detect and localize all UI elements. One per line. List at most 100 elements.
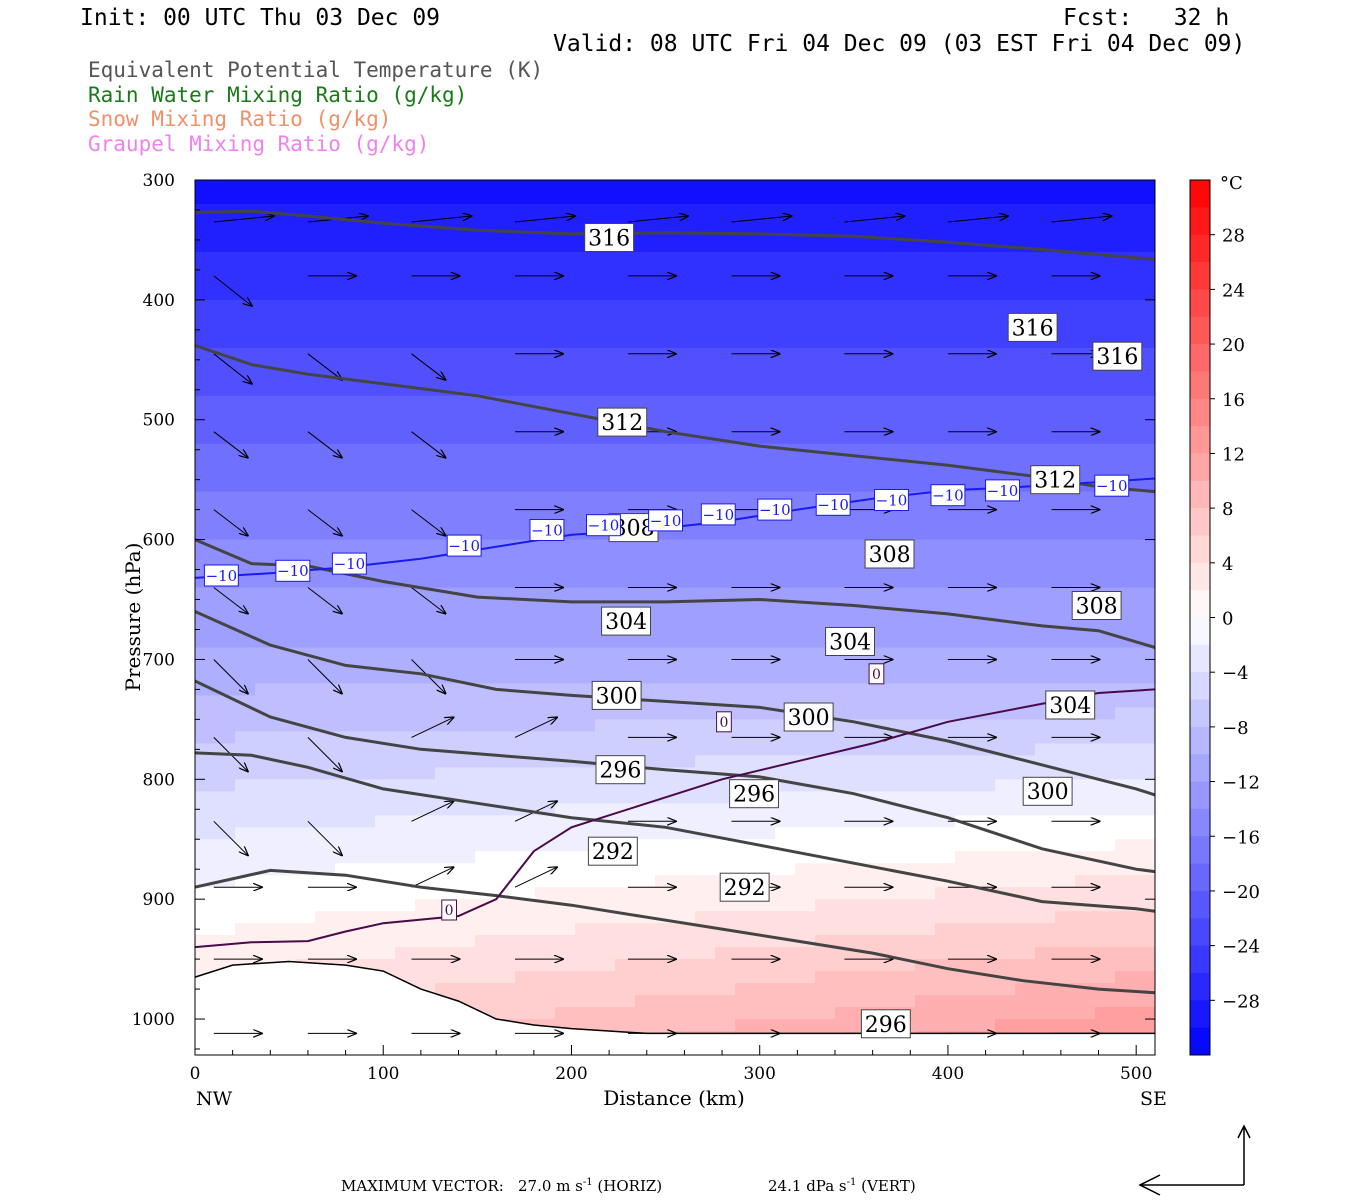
temp-cell (1135, 1007, 1155, 1020)
isotherm-label: −10 (932, 487, 964, 505)
temp-cell (755, 335, 776, 349)
temp-cell (355, 743, 376, 756)
temp-cell (255, 599, 276, 613)
temp-cell (655, 335, 676, 349)
temp-cell (1015, 623, 1036, 637)
temp-cell (915, 551, 936, 565)
temp-cell (635, 791, 656, 804)
temp-cell (255, 827, 276, 840)
temp-cell (1135, 551, 1155, 565)
temp-cell (715, 743, 736, 756)
temp-cell (1055, 275, 1076, 289)
temp-cell (595, 383, 616, 397)
temp-cell (915, 695, 936, 708)
temp-cell (775, 180, 796, 193)
temp-cell (675, 755, 696, 768)
temp-cell (515, 959, 536, 972)
temp-cell (415, 204, 436, 217)
temp-cell (515, 455, 536, 469)
temp-cell (415, 527, 436, 541)
temp-cell (1075, 827, 1096, 840)
temp-cell (535, 995, 556, 1008)
temp-cell (495, 575, 516, 589)
temp-cell (1015, 227, 1036, 241)
temp-cell (915, 347, 936, 361)
temp-cell (435, 839, 456, 852)
temp-cell (435, 479, 456, 493)
temp-cell (975, 995, 996, 1008)
temp-cell (555, 455, 576, 469)
x-tick-label: 200 (555, 1064, 587, 1084)
temp-cell (455, 204, 476, 217)
temp-cell (355, 887, 376, 900)
temp-cell (455, 971, 476, 984)
temp-cell (995, 371, 1016, 385)
temp-cell (1015, 563, 1036, 577)
temp-cell (955, 263, 976, 277)
temp-cell (1135, 587, 1155, 601)
temp-cell (355, 407, 376, 421)
temp-cell (455, 683, 476, 696)
temp-cell (1095, 311, 1116, 325)
temp-cell (895, 216, 916, 229)
temp-cell (455, 923, 476, 936)
temp-cell (795, 899, 816, 912)
temp-cell (1135, 491, 1155, 505)
temp-cell (675, 1007, 696, 1020)
temp-cell (1035, 263, 1056, 277)
temp-cell (455, 935, 476, 948)
temp-cell (715, 599, 736, 613)
temp-cell (835, 275, 856, 289)
temp-cell (1075, 335, 1096, 349)
temp-cell (875, 527, 896, 541)
temp-cell (855, 371, 876, 385)
temp-cell (495, 467, 516, 481)
temp-cell (915, 419, 936, 433)
temp-cell (595, 743, 616, 756)
temp-cell (475, 791, 496, 804)
temp-cell (255, 923, 276, 936)
temp-cell (1015, 455, 1036, 469)
temp-cell (835, 971, 856, 984)
temp-cell (995, 815, 1016, 828)
temp-cell (875, 779, 896, 792)
temp-cell (515, 323, 536, 337)
temp-cell (1135, 180, 1155, 193)
temp-cell (515, 275, 536, 289)
temp-cell (815, 683, 836, 696)
temp-cell (895, 287, 916, 301)
temp-cell (475, 995, 496, 1008)
temp-cell (1115, 911, 1136, 924)
temp-cell (955, 959, 976, 972)
temp-cell (675, 347, 696, 361)
temp-cell (395, 455, 416, 469)
temp-cell (735, 743, 756, 756)
temp-cell (1035, 815, 1056, 828)
temp-cell (255, 719, 276, 732)
temp-cell (875, 419, 896, 433)
temp-cell (675, 491, 696, 505)
temp-cell (315, 647, 336, 661)
temp-cell (195, 395, 216, 409)
temp-cell (315, 335, 336, 349)
temp-cell (335, 851, 356, 864)
temp-cell (1055, 227, 1076, 241)
temp-cell (695, 947, 716, 960)
temp-cell (835, 227, 856, 241)
temp-cell (655, 683, 676, 696)
temp-cell (855, 935, 876, 948)
temp-cell (395, 767, 416, 780)
temp-cell (795, 611, 816, 625)
temp-cell (735, 599, 756, 613)
temp-cell (635, 180, 656, 193)
temp-cell (1135, 275, 1155, 289)
temp-cell (1135, 731, 1155, 744)
temp-cell (715, 647, 736, 661)
temp-cell (1095, 683, 1116, 696)
temp-cell (935, 767, 956, 780)
temp-cell (415, 263, 436, 277)
temp-cell (1135, 875, 1155, 888)
temp-cell (655, 875, 676, 888)
temp-cell (995, 899, 1016, 912)
temp-cell (675, 479, 696, 493)
